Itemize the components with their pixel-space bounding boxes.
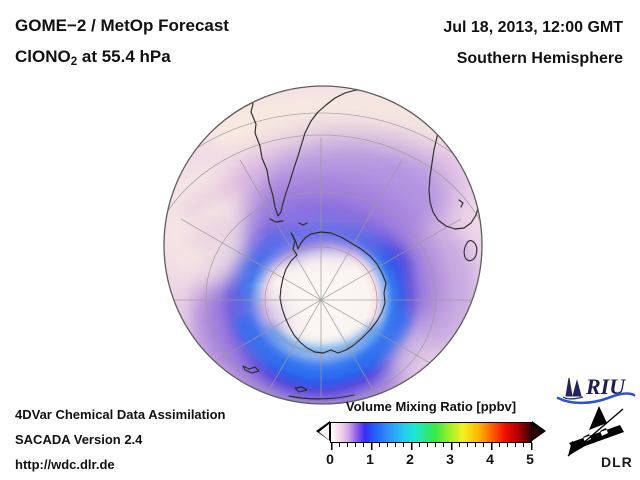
coast-south-america — [249, 89, 400, 217]
valid-datetime: Jul 18, 2013, 12:00 GMT — [443, 19, 623, 36]
species-level-title: ClONO2 at 55.4 hPa — [15, 47, 171, 68]
coast-antarctica — [279, 231, 387, 354]
colorbar-left-arrow-fill — [319, 424, 329, 440]
url-label: http://wdc.dlr.de — [15, 457, 115, 472]
hemisphere-label: Southern Hemisphere — [456, 50, 623, 67]
colorbar-tick-2: 2 — [406, 451, 414, 467]
colorbar-tick-1: 1 — [366, 451, 374, 467]
colorbar-title: Volume Mixing Ratio [ppbv] — [345, 399, 517, 414]
datetime-block: Jul 18, 2013, 12:00 GMT Southern Hemisph… — [443, 12, 623, 74]
colorbar-tick-3: 3 — [446, 451, 454, 467]
dlr-label: DLR — [601, 454, 633, 470]
colorbar-right-arrow-fill — [532, 424, 542, 440]
title-block: GOME−2 / MetOp Forecast ClONO2 at 55.4 h… — [15, 10, 229, 78]
subscript-2: 2 — [70, 55, 78, 68]
coast-madagascar — [463, 240, 478, 262]
globe-outline — [163, 85, 483, 405]
assimilation-label: 4DVar Chemical Data Assimilation — [15, 407, 226, 422]
logos-block: RIU DLR — [556, 374, 636, 470]
riu-logo: RIU — [556, 374, 636, 405]
colorbar-major-ticks — [331, 443, 533, 450]
colorbar-gradient — [330, 422, 532, 443]
coastlines — [242, 89, 482, 400]
dlr-logo-icon — [567, 406, 624, 457]
version-label: SACADA Version 2.4 — [15, 432, 143, 447]
credits-block: 4DVar Chemical Data Assimilation SACADA … — [15, 402, 226, 477]
colorbar-tick-4: 4 — [486, 451, 494, 467]
product-title: GOME−2 / MetOp Forecast — [15, 16, 229, 35]
colorbar-tick-0: 0 — [326, 451, 334, 467]
riu-swoosh-icon — [556, 392, 636, 405]
colorbar-tick-5: 5 — [526, 451, 534, 467]
cathedral-icon — [562, 377, 584, 400]
